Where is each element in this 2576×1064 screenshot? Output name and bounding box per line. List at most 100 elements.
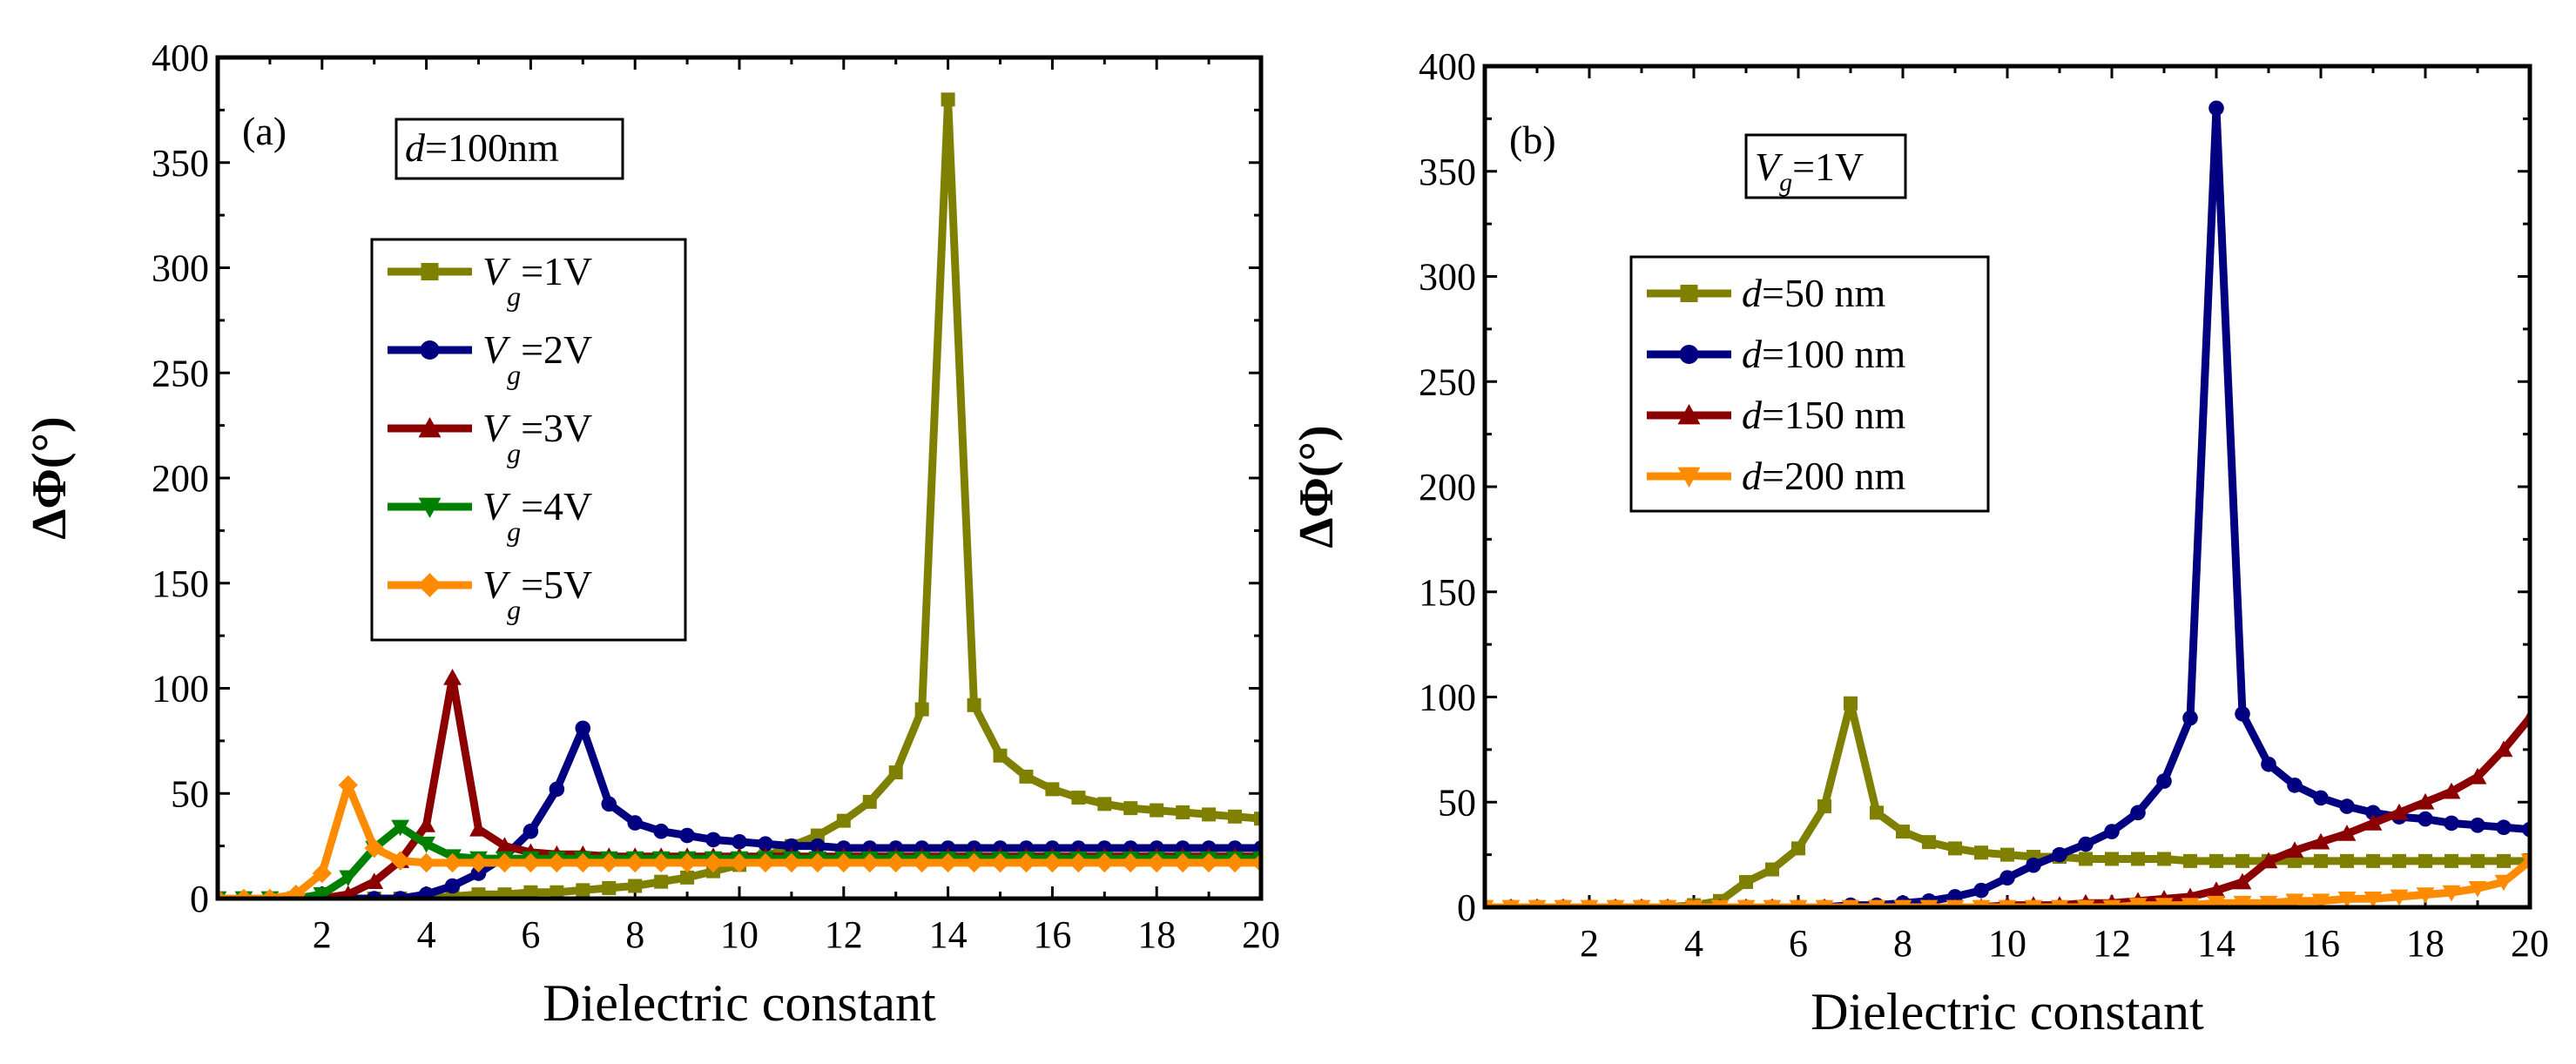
data-point (703, 852, 724, 873)
legend-label: Vg=2V (482, 327, 592, 390)
y-tick-label: 250 (152, 352, 209, 394)
data-point (2444, 815, 2459, 832)
legend: Vg=1V Vg=2V Vg=3V Vg=4V Vg=5V (370, 238, 687, 642)
data-point (470, 865, 487, 881)
data-point (469, 819, 488, 837)
data-point (1224, 852, 1245, 873)
data-point (341, 885, 356, 899)
data-point (417, 816, 435, 832)
data-point (1896, 825, 1910, 839)
x-tick-label: 2 (1580, 922, 1599, 965)
x-tick-label: 16 (1033, 913, 1071, 956)
legend: d=50 nm d=100 nm d=150 nm d=200 nm (1629, 255, 1990, 513)
legend-marker (420, 340, 440, 360)
data-point (2052, 846, 2067, 863)
data-point (705, 832, 721, 848)
x-tick-label: 16 (2302, 922, 2340, 965)
legend-box (370, 238, 687, 642)
legend-label: Vg=3V (482, 406, 592, 468)
data-point (680, 870, 695, 885)
data-point (233, 888, 254, 899)
data-point (628, 879, 643, 893)
chart-panel-b: 0 50 100 150 200 250 300 350 400 2 4 6 8 10 12 14 16 18 20… (1290, 45, 2549, 1040)
data-point (2364, 892, 2383, 907)
data-point (912, 852, 932, 873)
data-point (2181, 898, 2200, 907)
data-point (391, 819, 410, 837)
data-point (967, 697, 981, 712)
legend-label: Vg=1V (482, 249, 592, 312)
data-point (627, 815, 643, 831)
data-point (260, 888, 280, 899)
data-point (1123, 801, 1138, 816)
y-tick-label: 50 (1438, 781, 1476, 824)
data-point (2208, 100, 2224, 117)
data-point (2207, 895, 2226, 907)
data-point (313, 886, 332, 899)
data-point (654, 874, 669, 889)
y-tick-label: 0 (190, 878, 209, 920)
data-point (1254, 811, 1261, 826)
data-point (651, 852, 671, 873)
x-tick-label: 18 (2406, 922, 2445, 965)
legend-label: d=150 nm (1742, 393, 1905, 437)
y-tick-label: 300 (1419, 256, 1476, 299)
data-point (338, 775, 358, 795)
y-tick-label: 400 (1419, 45, 1476, 88)
data-point (2311, 832, 2330, 850)
y-tick-label: 400 (152, 37, 209, 79)
data-point (286, 884, 307, 899)
data-point (2000, 847, 2014, 862)
data-point (575, 720, 591, 737)
data-point (755, 852, 776, 873)
data-point (445, 889, 460, 899)
data-point (1069, 852, 1089, 873)
data-point (523, 885, 538, 899)
x-axis-title: Dielectric constant (543, 974, 936, 1032)
data-point (1150, 803, 1164, 818)
data-point (2418, 811, 2433, 827)
data-point (471, 887, 486, 899)
data-point (964, 852, 984, 873)
data-point (1147, 852, 1167, 873)
y-tick-label: 0 (1457, 886, 1476, 929)
annotation-box (1744, 133, 1907, 199)
data-point (1095, 852, 1115, 873)
data-point (2209, 853, 2223, 868)
data-point (2026, 857, 2041, 873)
data-point (1045, 782, 1060, 797)
legend-marker (1679, 345, 1699, 364)
data-point (2105, 852, 2119, 866)
data-point (2078, 836, 2094, 852)
legend-marker (421, 263, 439, 280)
data-point (573, 852, 593, 873)
data-point (2520, 853, 2530, 871)
data-point (2494, 740, 2513, 758)
data-point (417, 836, 435, 853)
data-point (1739, 875, 1753, 890)
data-point (416, 852, 436, 873)
data-point (602, 880, 617, 895)
x-tick-label: 12 (2093, 922, 2131, 965)
data-point (807, 852, 828, 873)
data-point (497, 887, 512, 899)
data-point (860, 852, 880, 873)
data-point (1202, 807, 1217, 822)
x-tick-label: 20 (1242, 913, 1280, 956)
annotation-text: d=100nm (405, 125, 559, 170)
data-point (2365, 805, 2381, 821)
data-point (2287, 778, 2303, 793)
legend-label: Vg=4V (482, 484, 592, 547)
legend-marker (1677, 467, 1701, 488)
data-point (2445, 853, 2458, 868)
data-point (547, 852, 567, 873)
legend-label: d=50 nm (1742, 271, 1885, 315)
data-point (2128, 898, 2148, 907)
data-point (1042, 852, 1062, 873)
data-point (1071, 791, 1086, 805)
data-point (2390, 889, 2409, 906)
x-tick-label: 8 (1893, 922, 1912, 965)
data-point (781, 852, 802, 873)
data-point (444, 878, 461, 894)
data-point (810, 828, 825, 843)
